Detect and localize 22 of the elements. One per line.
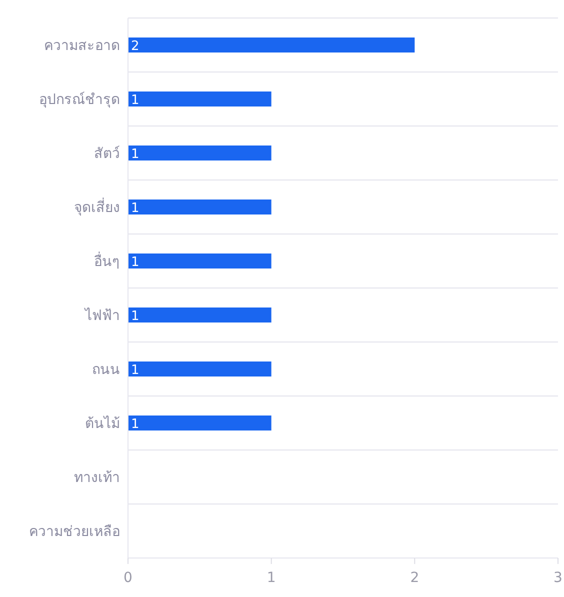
x-tick-label: 1	[266, 570, 276, 586]
x-tick-label: 3	[554, 570, 562, 586]
y-tick-label: จุดเสี่ยง	[74, 198, 120, 216]
y-tick-label: ต้นไม้	[85, 414, 120, 432]
data-label: 1	[131, 416, 140, 432]
y-tick-label: ไฟฟ้า	[84, 306, 120, 324]
y-tick-label: อื่นๆ	[94, 252, 120, 270]
x-tick-label: 0	[124, 570, 132, 586]
data-label: 1	[131, 308, 140, 324]
data-label: 1	[131, 362, 140, 378]
y-tick-label: ทางเท้า	[74, 470, 120, 486]
x-tick-label: 2	[410, 570, 420, 586]
y-tick-label: สัตว์	[94, 144, 120, 162]
data-label: 1	[131, 254, 140, 270]
y-tick-label: ถนน	[92, 362, 120, 378]
data-label: 2	[131, 38, 140, 54]
y-tick-label: อุปกรณ์ชำรุด	[39, 90, 120, 108]
y-tick-label: ความช่วยเหลือ	[29, 524, 120, 540]
data-label: 1	[131, 146, 140, 162]
y-tick-label: ความสะอาด	[44, 38, 120, 54]
data-label: 1	[131, 200, 140, 216]
data-label: 1	[131, 92, 140, 108]
